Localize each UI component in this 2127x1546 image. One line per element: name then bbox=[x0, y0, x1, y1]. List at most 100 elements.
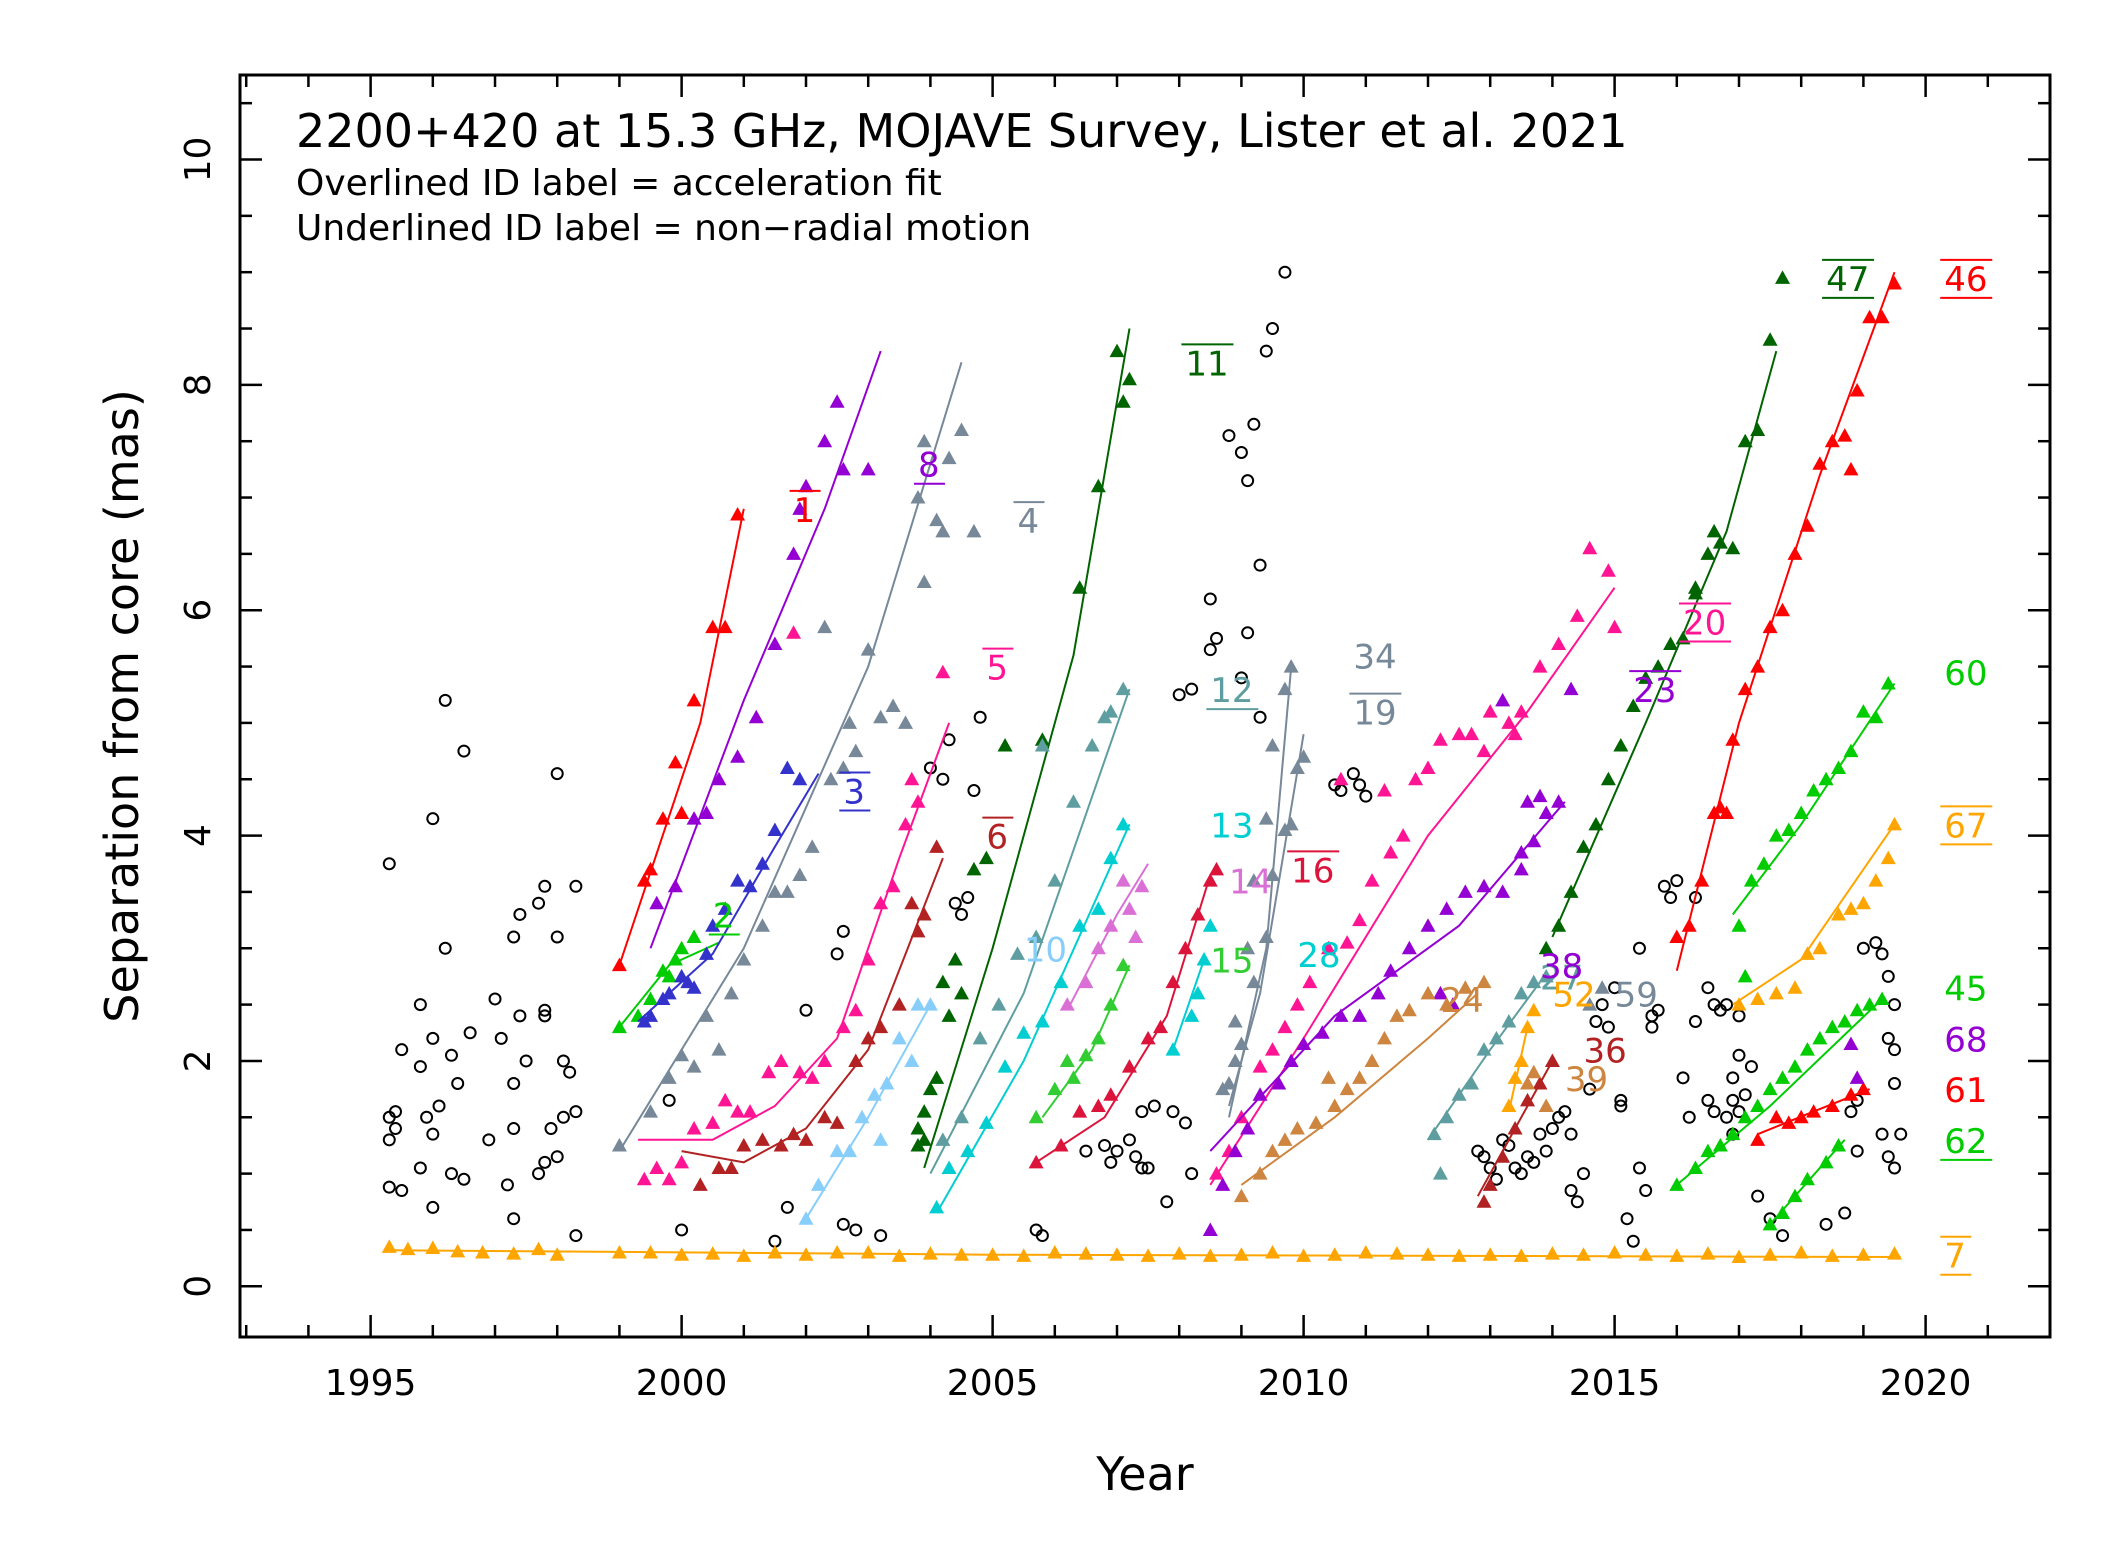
data-point bbox=[916, 574, 932, 589]
data-point bbox=[1333, 1008, 1349, 1022]
data-point bbox=[761, 1064, 777, 1079]
data-point bbox=[1098, 1138, 1112, 1152]
data-point bbox=[611, 1137, 627, 1152]
data-point bbox=[413, 1060, 427, 1074]
data-point bbox=[1775, 602, 1791, 617]
data-point bbox=[1843, 743, 1859, 758]
data-point bbox=[1732, 1048, 1746, 1062]
data-point bbox=[754, 856, 770, 870]
data-point bbox=[1824, 1248, 1840, 1262]
data-point bbox=[444, 1048, 458, 1062]
chart-title: 2200+420 at 15.3 GHz, MOJAVE Survey, Lis… bbox=[296, 104, 1628, 158]
data-point bbox=[848, 743, 864, 758]
data-point bbox=[767, 1244, 783, 1259]
data-point bbox=[507, 930, 521, 944]
component-label: 7 bbox=[1944, 1237, 1966, 1277]
data-point bbox=[1420, 918, 1436, 932]
data-point bbox=[382, 857, 396, 871]
data-point bbox=[1881, 1150, 1895, 1164]
y-axis-label: Separation from core (mas) bbox=[95, 389, 149, 1023]
data-point bbox=[1750, 659, 1766, 673]
series-61 bbox=[1750, 1081, 1871, 1146]
data-point bbox=[1333, 771, 1349, 786]
plot-content bbox=[381, 265, 1908, 1263]
data-point bbox=[1202, 1222, 1218, 1236]
data-point bbox=[904, 1053, 920, 1067]
data-point bbox=[1122, 1133, 1136, 1147]
data-point bbox=[1364, 873, 1380, 887]
data-point bbox=[1090, 940, 1106, 955]
data-point bbox=[1227, 1053, 1243, 1067]
data-point bbox=[1103, 1087, 1119, 1101]
data-point bbox=[1240, 1121, 1256, 1135]
data-point bbox=[1165, 1042, 1181, 1056]
data-point bbox=[1034, 1014, 1050, 1028]
data-point bbox=[1583, 1082, 1597, 1096]
data-point bbox=[667, 952, 683, 966]
data-point bbox=[674, 1247, 690, 1261]
data-point bbox=[1532, 1075, 1548, 1090]
data-point bbox=[463, 1026, 477, 1040]
data-point bbox=[1799, 1171, 1815, 1186]
data-point bbox=[1401, 1002, 1417, 1017]
data-point bbox=[1775, 1205, 1791, 1220]
series-12 bbox=[929, 681, 1131, 1175]
data-point bbox=[1526, 1064, 1542, 1079]
data-point bbox=[636, 873, 652, 887]
component-label: 13 bbox=[1210, 806, 1253, 846]
data-point bbox=[922, 1081, 938, 1096]
data-point bbox=[1750, 1098, 1766, 1113]
data-point bbox=[1501, 1014, 1517, 1028]
fit-line bbox=[1209, 801, 1566, 1152]
data-point bbox=[1090, 901, 1106, 915]
data-point bbox=[1110, 1144, 1124, 1158]
data-point bbox=[1389, 1246, 1405, 1260]
data-point bbox=[451, 1076, 465, 1090]
data-point bbox=[1862, 997, 1878, 1011]
fit-line bbox=[637, 773, 820, 1023]
data-point bbox=[948, 896, 962, 910]
data-point bbox=[1614, 1093, 1628, 1107]
data-point bbox=[531, 1241, 547, 1256]
data-point bbox=[1607, 1244, 1623, 1259]
data-point bbox=[1824, 1098, 1840, 1113]
data-point bbox=[742, 878, 758, 893]
data-point bbox=[1855, 704, 1871, 718]
data-point bbox=[842, 1143, 858, 1158]
data-point bbox=[643, 1104, 659, 1118]
data-point bbox=[954, 985, 970, 1000]
data-point bbox=[1874, 991, 1890, 1005]
fit-line bbox=[638, 722, 951, 1141]
y-tick-label: 6 bbox=[178, 599, 219, 622]
data-point bbox=[569, 1229, 583, 1243]
data-point bbox=[1768, 828, 1784, 842]
data-point bbox=[643, 861, 659, 876]
data-point bbox=[563, 1065, 577, 1079]
data-point bbox=[1320, 1070, 1336, 1084]
data-point bbox=[538, 879, 552, 893]
data-point bbox=[1065, 794, 1081, 808]
data-point bbox=[1209, 1166, 1225, 1180]
data-point bbox=[1564, 1127, 1578, 1141]
data-point bbox=[1266, 322, 1280, 336]
data-point bbox=[891, 1030, 907, 1045]
data-point bbox=[836, 1217, 850, 1231]
data-point bbox=[661, 1070, 677, 1084]
data-point bbox=[1059, 997, 1075, 1011]
data-point bbox=[978, 1115, 994, 1129]
data-point bbox=[1352, 912, 1368, 927]
data-point bbox=[1520, 1019, 1536, 1034]
data-point bbox=[1781, 1115, 1797, 1129]
data-point bbox=[413, 1161, 427, 1175]
data-point bbox=[667, 878, 683, 893]
data-point bbox=[1750, 1132, 1766, 1146]
data-point bbox=[1651, 1003, 1665, 1017]
data-point bbox=[792, 501, 808, 515]
data-point bbox=[954, 1247, 970, 1261]
data-point bbox=[1838, 1206, 1852, 1220]
data-point bbox=[798, 1247, 814, 1261]
component-label: 12 bbox=[1210, 671, 1253, 711]
data-point bbox=[1514, 1167, 1528, 1181]
data-point bbox=[955, 907, 969, 921]
data-point bbox=[1726, 1093, 1740, 1107]
